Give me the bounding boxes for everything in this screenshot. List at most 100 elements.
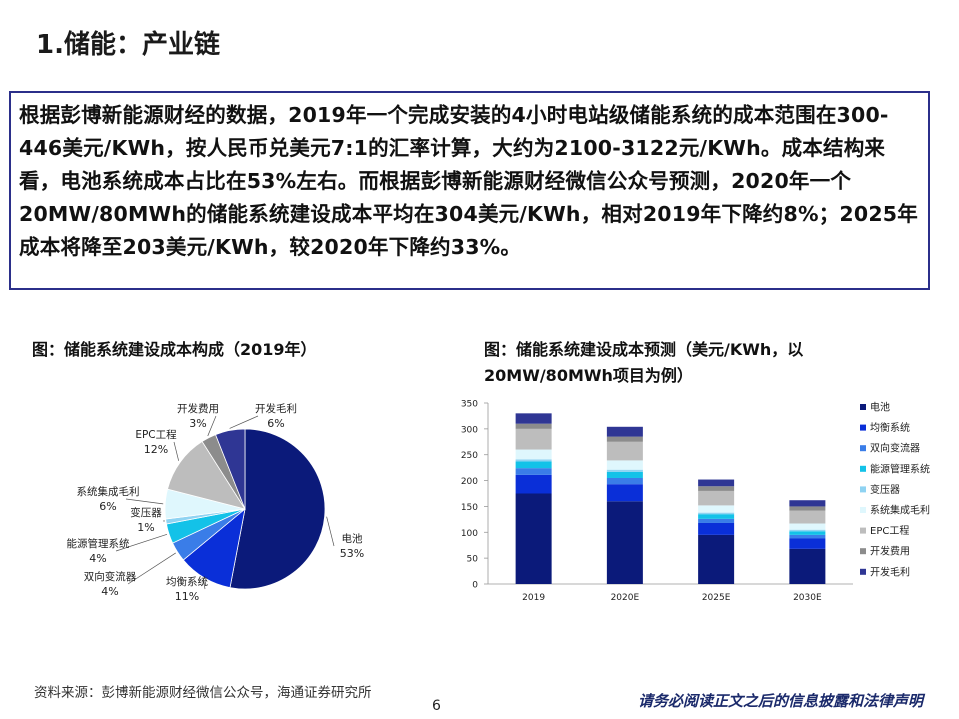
- legend-label: 系统集成毛利: [870, 504, 930, 517]
- bar-segment: [698, 479, 735, 487]
- bar-segment: [606, 477, 643, 485]
- bar-segment: [515, 428, 552, 450]
- bar-segment: [515, 423, 552, 429]
- bar-segment: [789, 529, 826, 532]
- legend-swatch: [860, 486, 866, 493]
- bar-segment: [606, 471, 643, 478]
- pie-slice-name: 能源管理系统: [67, 537, 130, 550]
- bar-segment: [698, 522, 735, 535]
- pie-slice: [215, 428, 246, 510]
- pie-slice-name: 双向变流器: [84, 570, 137, 583]
- pie-leader-line: [127, 552, 176, 585]
- legend-swatch: [860, 548, 866, 555]
- bar-segment: [789, 523, 826, 530]
- bar-segment: [515, 468, 552, 475]
- pie-chart-title: 图：储能系统建设成本构成（2019年）: [32, 340, 317, 359]
- legend-swatch: [860, 404, 866, 410]
- y-tick-label: 200: [461, 477, 478, 487]
- bar-segment: [515, 461, 552, 469]
- legend-label: 能源管理系统: [870, 462, 930, 475]
- bar-segment: [698, 534, 735, 584]
- legend-swatch: [860, 507, 866, 513]
- page-number: 6: [432, 698, 441, 714]
- x-tick-label: 2030E: [793, 593, 822, 603]
- y-tick-label: 50: [467, 555, 479, 565]
- bar-segment: [698, 490, 735, 506]
- legend-swatch: [860, 568, 866, 575]
- pie-slice-name: 变压器: [130, 506, 162, 519]
- y-tick-label: 0: [472, 581, 478, 591]
- pie-slice: [167, 440, 246, 510]
- pie-slice-name: EPC工程: [135, 429, 177, 441]
- pie-slice-value: 4%: [89, 552, 106, 565]
- pie-leader-line: [202, 579, 206, 590]
- legend-swatch: [860, 424, 866, 431]
- pie-slice-name: 开发毛利: [255, 402, 297, 415]
- bar-segment: [789, 548, 826, 584]
- pie-slice-value: 12%: [144, 443, 168, 456]
- source-note: 资料来源：彭博新能源财经微信公众号，海通证券研究所: [34, 685, 372, 701]
- pie-slice-value: 53%: [340, 547, 364, 560]
- bar-segment: [789, 506, 826, 511]
- bar-segment: [606, 426, 643, 437]
- y-tick-label: 100: [461, 529, 478, 539]
- stacked-bar-chart: 0 50 100 150 200 250 300 350 2019 2020E 2025E 2030E…: [461, 400, 930, 604]
- bar-segment: [515, 493, 552, 584]
- legend-label: 变压器: [870, 483, 900, 496]
- y-tick-label: 300: [461, 425, 478, 435]
- legend-label: 开发费用: [870, 545, 910, 558]
- y-tick-label: 150: [461, 503, 478, 513]
- legend-swatch: [860, 527, 866, 534]
- pie-slice-value: 6%: [99, 500, 116, 513]
- pie-slice-value: 11%: [175, 590, 199, 603]
- legend-label: 开发毛利: [870, 565, 910, 578]
- legend-label: 电池: [870, 401, 890, 414]
- x-tick-label: 2020E: [611, 593, 640, 603]
- bar-chart-title: 图：储能系统建设成本预测（美元/KWh，以20MW/80MWh项目为例）: [484, 340, 804, 385]
- bar-segment: [789, 534, 826, 539]
- bar-segment: [789, 531, 826, 535]
- summary-text: 根据彭博新能源财经的数据，2019年一个完成安装的4小时电站级储能系统的成本范围…: [19, 103, 918, 259]
- pie-chart: 电池 53% 均衡系统 11% 双向变流器 4% 能源管理系统 4% 变压器 1% 系统集成毛利 6%…: [67, 402, 365, 603]
- pie-slice-value: 3%: [189, 417, 206, 430]
- pie-leader-line: [326, 516, 335, 547]
- bar-segment: [698, 512, 735, 515]
- x-tick-label: 2025E: [702, 593, 731, 603]
- pie-slice-name: 开发费用: [177, 402, 219, 415]
- pie-slice-name: 系统集成毛利: [77, 485, 140, 498]
- bar-segment: [698, 505, 735, 513]
- bar-segment: [515, 474, 552, 494]
- legend-label: 均衡系统: [870, 421, 910, 434]
- bar-segment: [698, 486, 735, 491]
- pie-slice-value: 1%: [137, 521, 154, 534]
- bar-segment: [606, 436, 643, 442]
- bar-segment: [606, 460, 643, 470]
- bar-segment: [515, 459, 552, 462]
- bar-segment: [789, 510, 826, 524]
- pie-slice-name: 电池: [342, 532, 363, 545]
- x-tick-label: 2019: [522, 593, 545, 603]
- bar-segment: [606, 441, 643, 461]
- bar-segment: [789, 538, 826, 549]
- legend-label: 双向变流器: [870, 442, 920, 455]
- bar-segment: [606, 469, 643, 472]
- pie-leader-line: [115, 534, 168, 552]
- bar-segment: [606, 501, 643, 584]
- pie-slice-name: 均衡系统: [166, 575, 208, 588]
- legend-label: EPC工程: [870, 525, 909, 537]
- pie-slice-value: 6%: [267, 417, 284, 430]
- page-title: 1.储能：产业链: [36, 30, 220, 60]
- bar-segment: [606, 484, 643, 502]
- bar-segment: [698, 514, 735, 519]
- bar-segment: [515, 413, 552, 424]
- y-tick-label: 350: [461, 400, 478, 410]
- legend-swatch: [860, 465, 866, 472]
- bar-segment: [698, 518, 735, 523]
- pie-leader-line: [229, 415, 259, 429]
- pie-slice-value: 4%: [101, 585, 118, 598]
- disclaimer: 请务必阅读正文之后的信息披露和法律声明: [637, 692, 923, 710]
- pie-leader-line: [173, 441, 180, 461]
- summary-box: 根据彭博新能源财经的数据，2019年一个完成安装的4小时电站级储能系统的成本范围…: [9, 91, 930, 290]
- pie-leader-line: [125, 498, 164, 505]
- pie-slice: [229, 428, 326, 590]
